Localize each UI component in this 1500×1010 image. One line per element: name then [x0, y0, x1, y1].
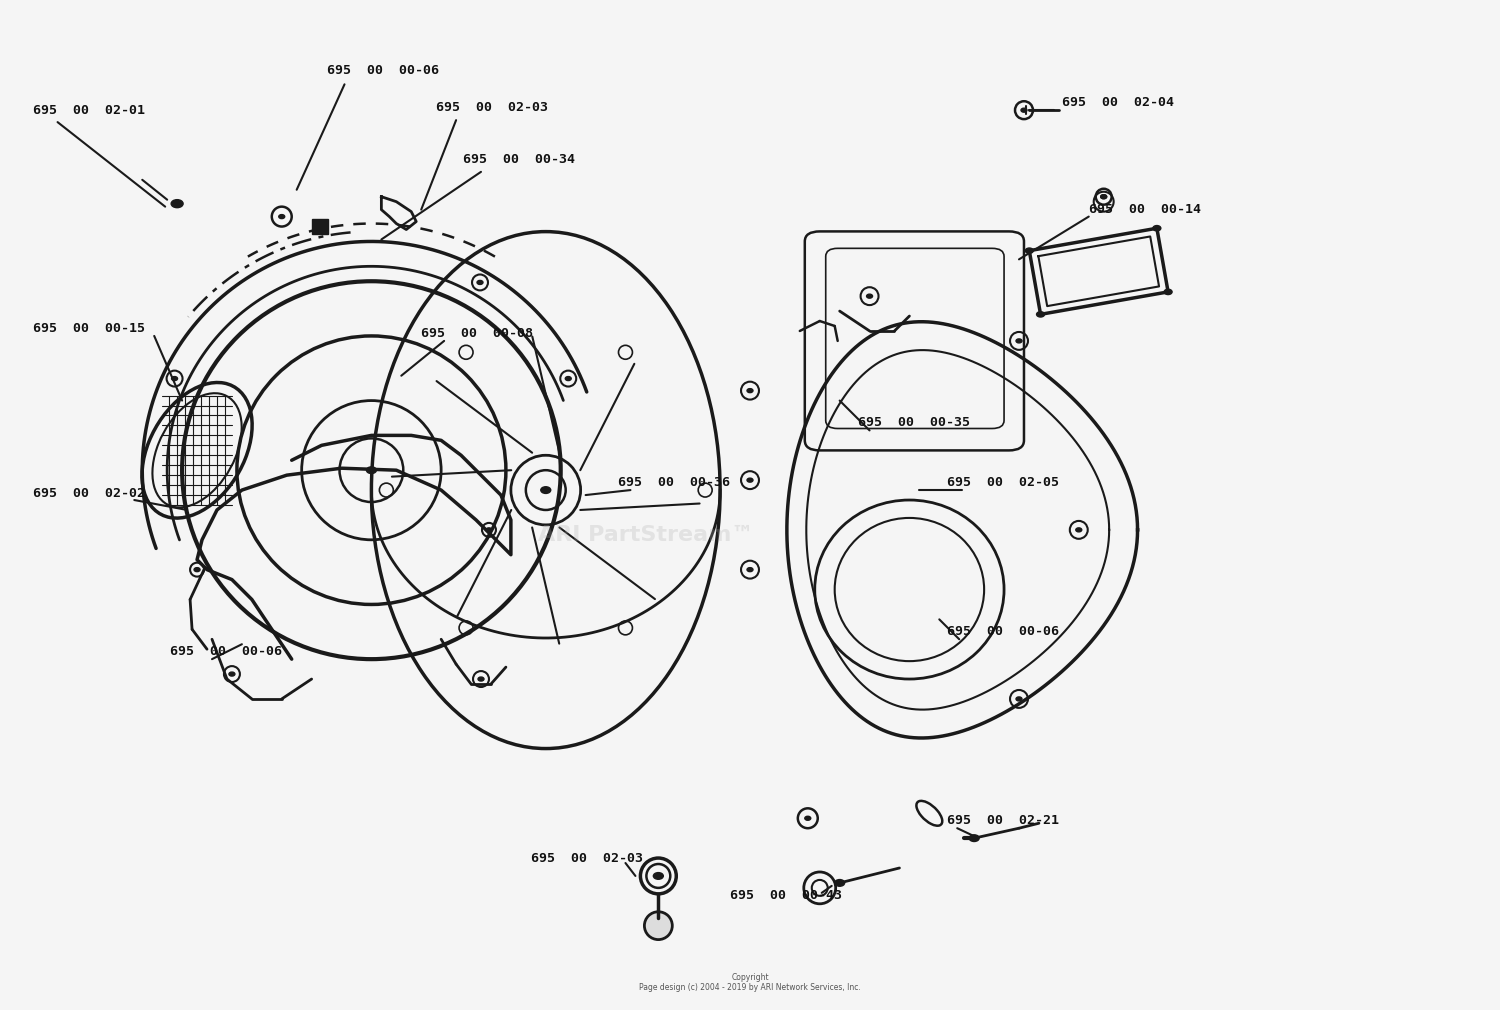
Text: 695  00  02-21: 695 00 02-21 — [948, 814, 1059, 827]
Text: 695  00  00-06: 695 00 00-06 — [170, 644, 282, 658]
Circle shape — [1016, 339, 1022, 343]
Text: 695  00  00-08: 695 00 00-08 — [422, 327, 532, 340]
Circle shape — [747, 389, 753, 393]
Circle shape — [1016, 697, 1022, 701]
Circle shape — [867, 294, 873, 298]
Text: 695  00  02-02: 695 00 02-02 — [33, 487, 144, 500]
Circle shape — [1026, 248, 1033, 254]
Text: 695  00  00-35: 695 00 00-35 — [858, 416, 969, 429]
Circle shape — [171, 377, 177, 381]
Circle shape — [486, 528, 492, 532]
Circle shape — [1101, 195, 1107, 199]
Text: 695  00  02-05: 695 00 02-05 — [948, 476, 1059, 489]
FancyBboxPatch shape — [312, 218, 327, 234]
Circle shape — [834, 880, 844, 886]
Circle shape — [747, 568, 753, 572]
Circle shape — [654, 873, 663, 880]
Circle shape — [969, 835, 980, 841]
Text: 695  00  02-04: 695 00 02-04 — [1062, 96, 1174, 109]
Text: 695  00  00-34: 695 00 00-34 — [464, 154, 574, 167]
Text: 695  00  00-06: 695 00 00-06 — [327, 64, 438, 77]
Text: 695  00  00-43: 695 00 00-43 — [730, 890, 842, 902]
Text: Copyright
Page design (c) 2004 - 2019 by ARI Network Services, Inc.: Copyright Page design (c) 2004 - 2019 by… — [639, 973, 861, 992]
Circle shape — [806, 816, 812, 820]
Text: 695  00  02-03: 695 00 02-03 — [531, 851, 644, 865]
Circle shape — [1036, 312, 1044, 317]
Ellipse shape — [645, 912, 672, 939]
Circle shape — [1101, 195, 1107, 199]
Circle shape — [279, 214, 285, 218]
Circle shape — [194, 568, 200, 572]
Text: 695  00  00-36: 695 00 00-36 — [618, 476, 730, 489]
Text: ARI PartStream™: ARI PartStream™ — [537, 525, 753, 545]
Circle shape — [1164, 289, 1172, 295]
Text: 695  00  00-14: 695 00 00-14 — [1089, 203, 1200, 216]
Circle shape — [230, 672, 236, 676]
Circle shape — [1022, 108, 1028, 112]
Circle shape — [1076, 528, 1082, 532]
Circle shape — [477, 281, 483, 285]
Text: 695  00  00-15: 695 00 00-15 — [33, 322, 144, 335]
Text: 695  00  02-03: 695 00 02-03 — [436, 101, 548, 114]
Circle shape — [1154, 225, 1161, 231]
Text: 695  00  00-06: 695 00 00-06 — [948, 625, 1059, 637]
Circle shape — [747, 478, 753, 482]
Circle shape — [566, 377, 572, 381]
Circle shape — [542, 487, 550, 494]
Circle shape — [366, 467, 376, 474]
Text: 695  00  02-01: 695 00 02-01 — [33, 104, 144, 117]
Circle shape — [478, 677, 484, 681]
Circle shape — [171, 200, 183, 208]
